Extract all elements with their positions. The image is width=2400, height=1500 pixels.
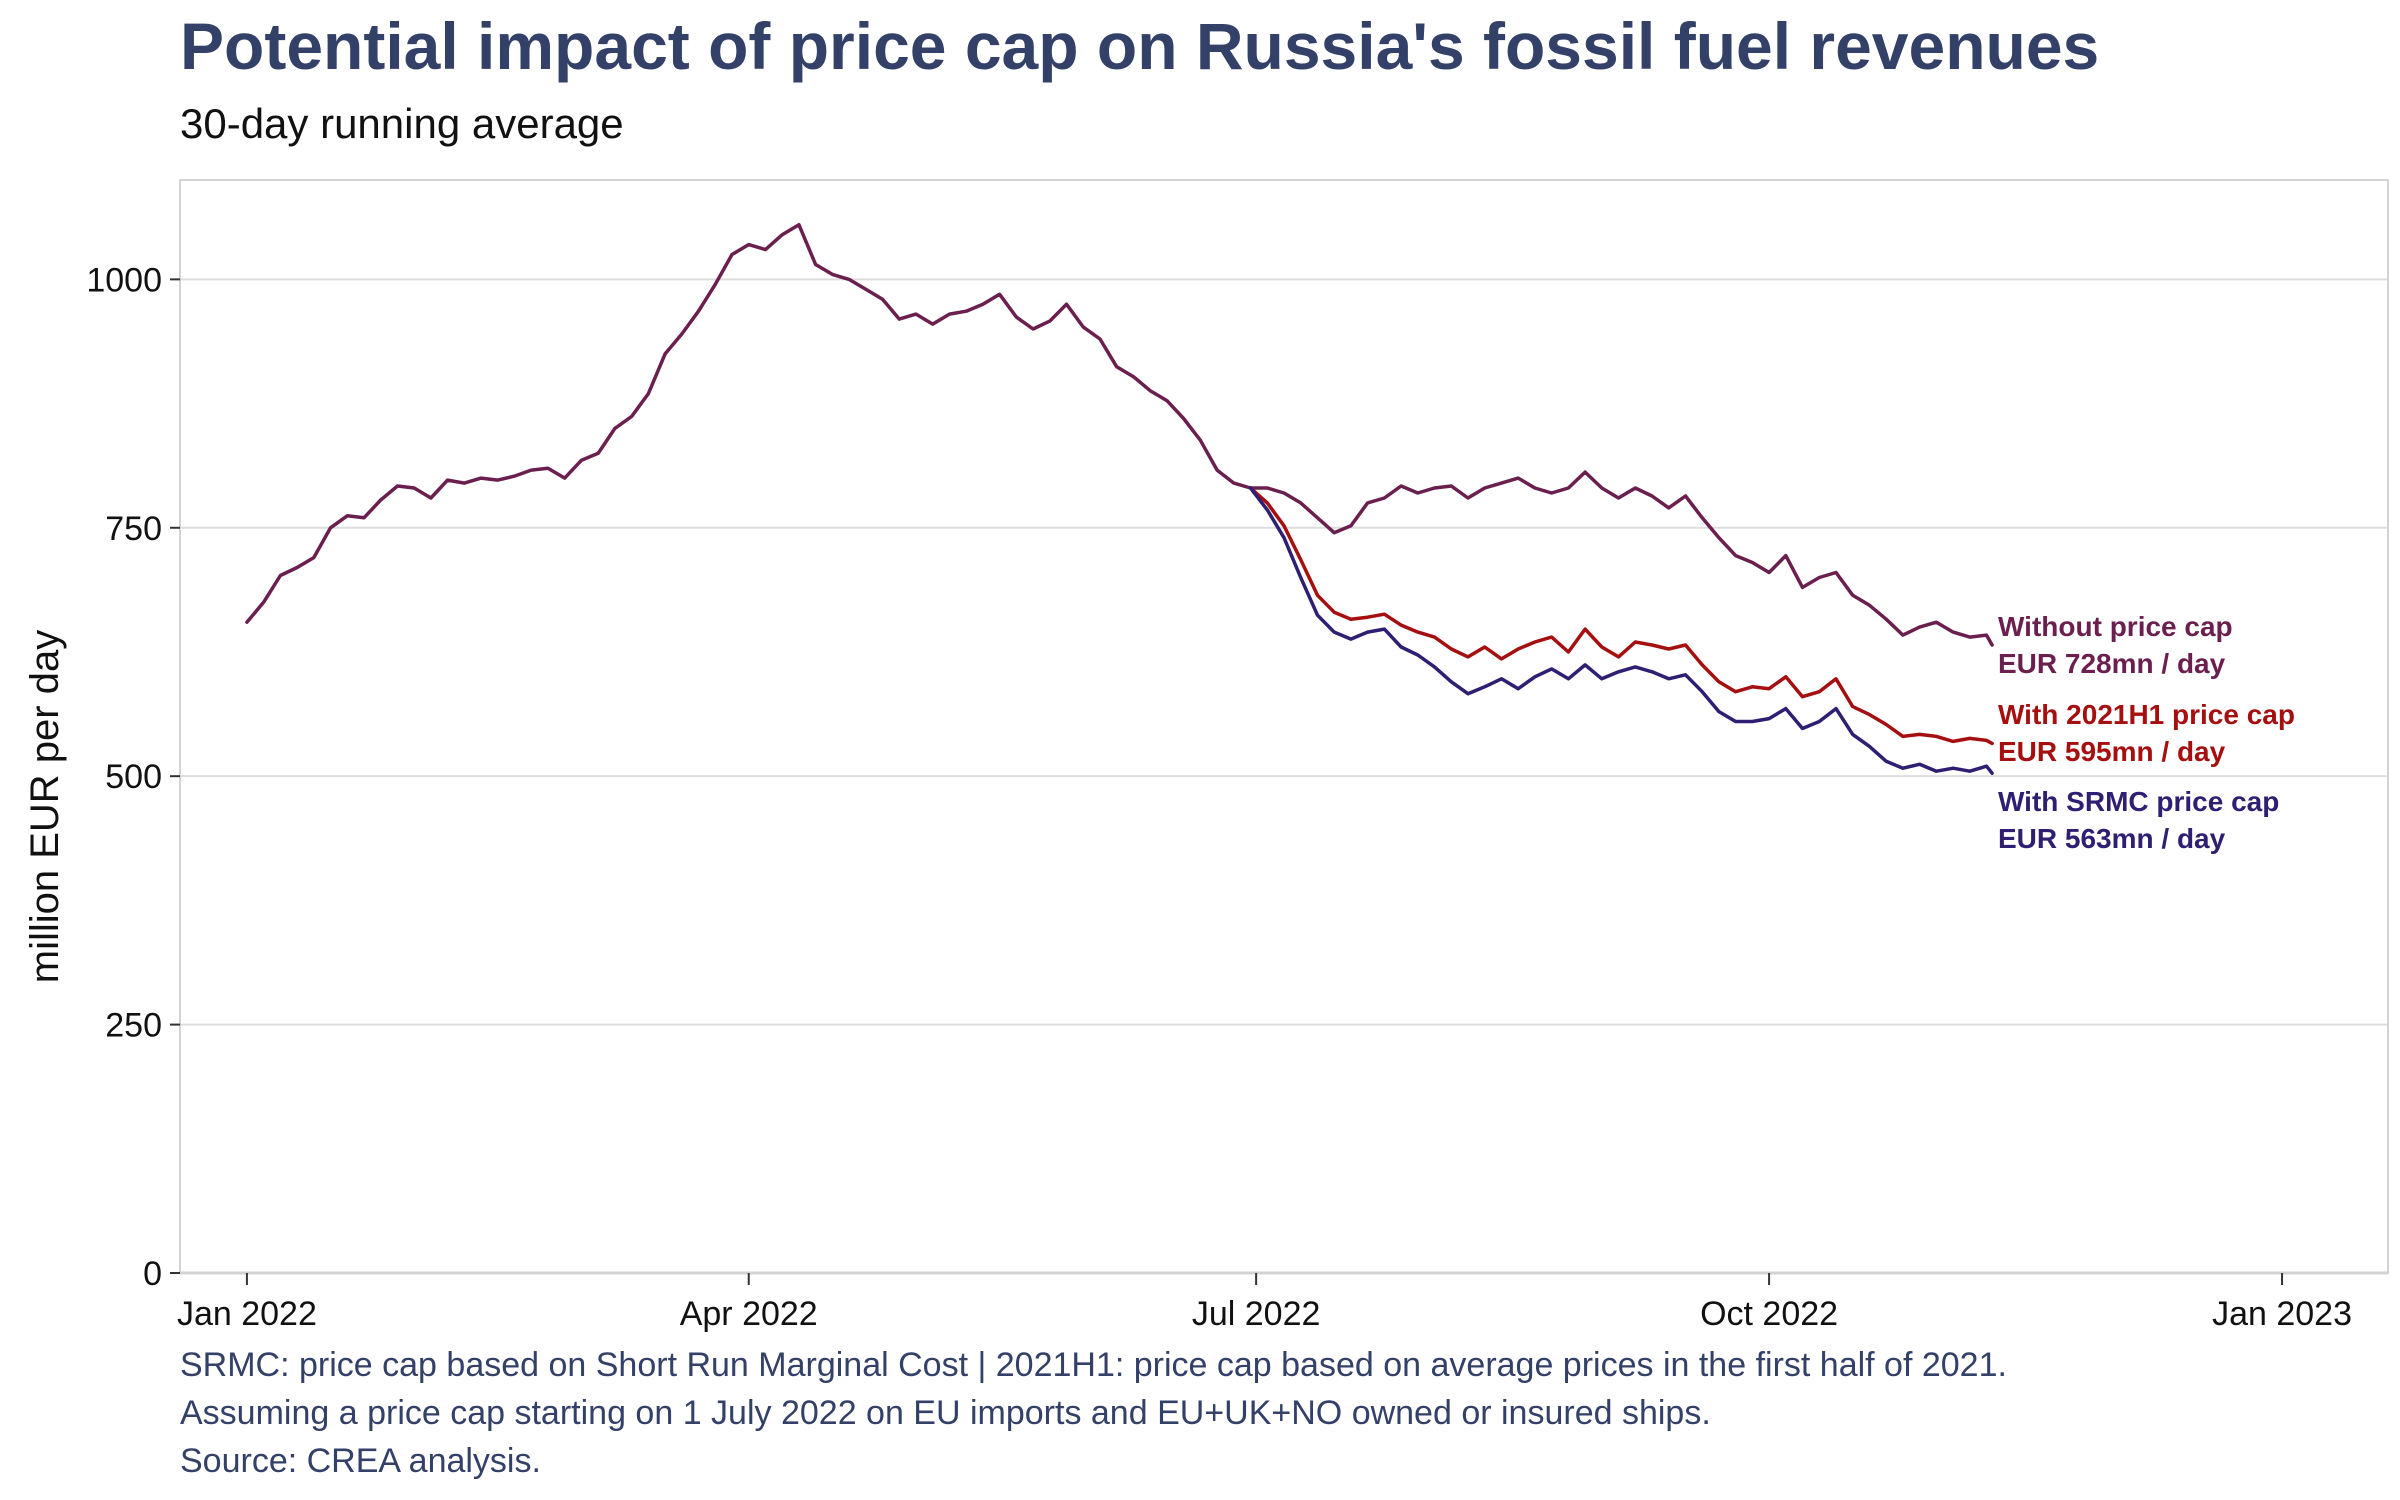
- series-line-srmc: [1248, 486, 1994, 775]
- series-lines: [245, 222, 1994, 775]
- series-line-without: [245, 222, 1994, 647]
- y-axis-title: million EUR per day: [23, 630, 67, 983]
- y-tick-label: 1000: [86, 261, 162, 299]
- series-label-name-h1: With 2021H1 price cap: [1998, 699, 2295, 730]
- axes: 0 250 500 750 1000 Jan 2022 Apr 2022 Jul 2022 Oc…: [86, 261, 2388, 1333]
- series-label-name-without: Without price cap: [1998, 611, 2233, 642]
- series-label-value-without: EUR 728mn / day: [1998, 648, 2226, 679]
- y-tick-label: 250: [105, 1007, 162, 1045]
- y-tick-label: 750: [105, 510, 162, 548]
- x-tick-label: Oct 2022: [1700, 1295, 1838, 1333]
- series-labels: Without price cap EUR 728mn / day With 202…: [1998, 611, 2295, 854]
- y-tick-label: 0: [143, 1255, 162, 1293]
- x-tick-label: Jul 2022: [1192, 1295, 1321, 1333]
- footnote-source: Source: CREA analysis.: [180, 1442, 541, 1480]
- x-tick-label: Jan 2022: [177, 1295, 317, 1333]
- footnote-definitions: SRMC: price cap based on Short Run Margi…: [180, 1346, 2007, 1384]
- chart-title: Potential impact of price cap on Russia'…: [180, 9, 2100, 83]
- line-chart: 0 250 500 750 1000 Jan 2022 Apr 2022 Jul 2022 Oc…: [23, 179, 2389, 1333]
- x-tick-label: Jan 2023: [2212, 1295, 2352, 1333]
- footnote-assumption: Assuming a price cap starting on 1 July …: [180, 1394, 1711, 1432]
- y-tick-label: 500: [105, 758, 162, 796]
- x-tick-label: Apr 2022: [680, 1295, 818, 1333]
- series-label-value-h1: EUR 595mn / day: [1998, 736, 2226, 767]
- series-line-h1: [1248, 486, 1994, 746]
- series-label-name-srmc: With SRMC price cap: [1998, 786, 2279, 817]
- series-label-value-srmc: EUR 563mn / day: [1998, 823, 2226, 854]
- chart-subtitle: 30-day running average: [180, 100, 624, 147]
